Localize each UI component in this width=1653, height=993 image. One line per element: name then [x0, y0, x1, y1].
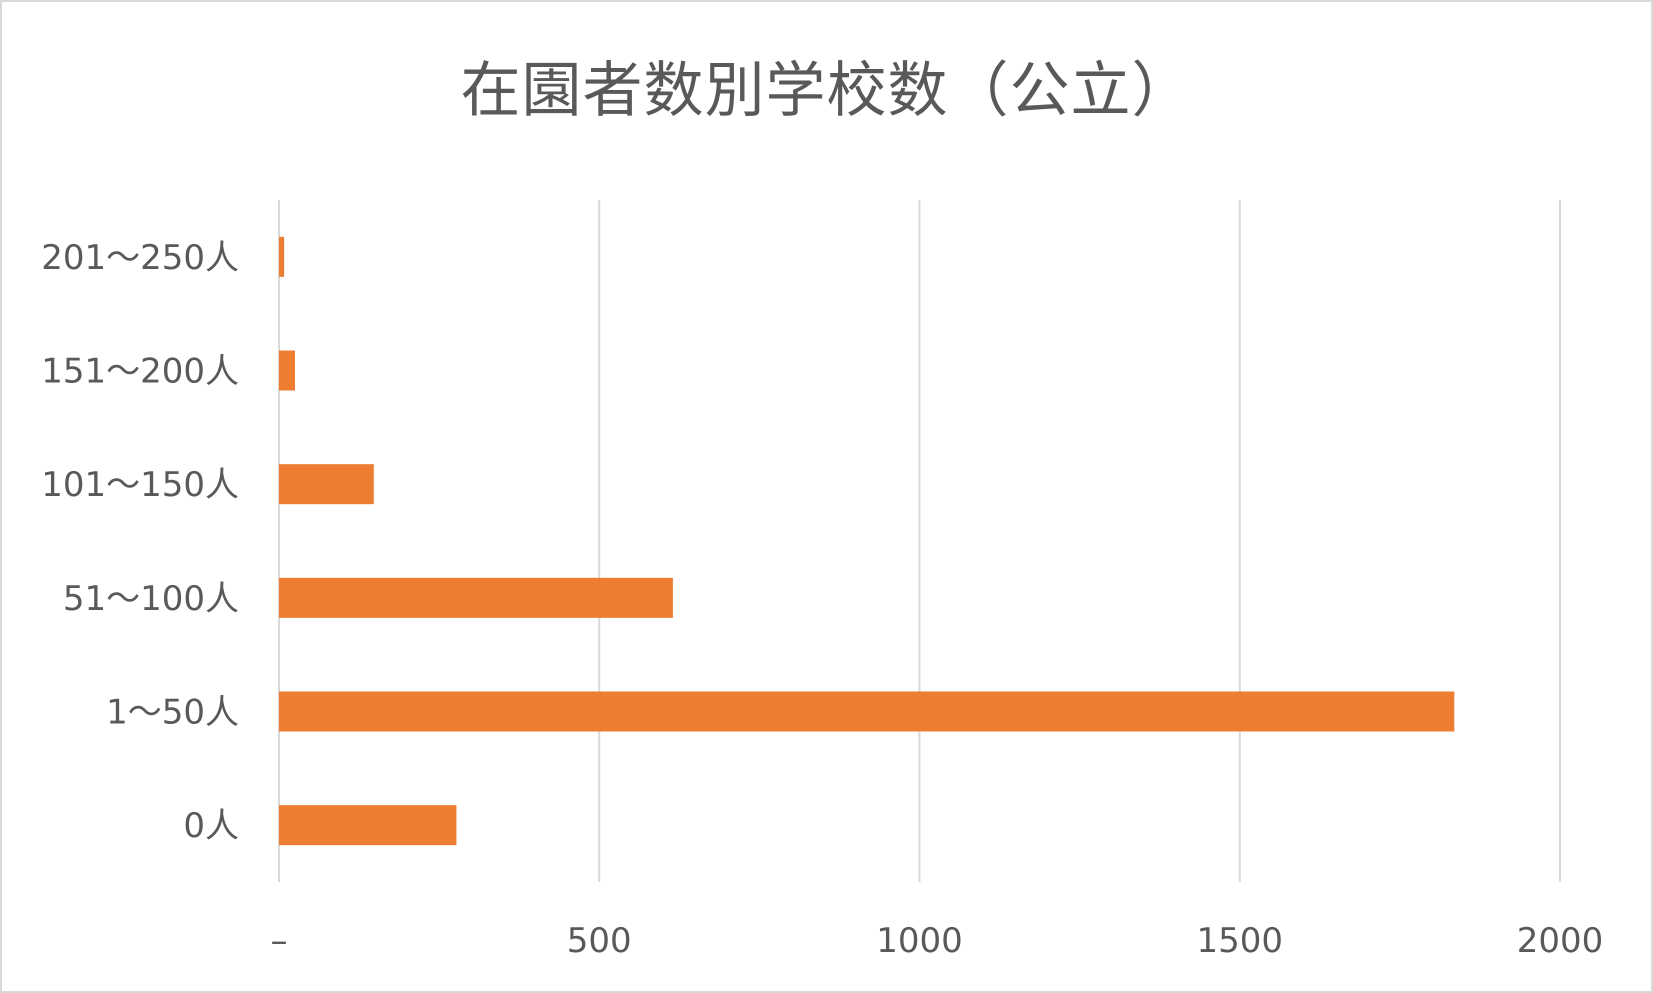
bar — [279, 691, 1455, 732]
x-tick-labels: – 500 1000 1500 2000 — [271, 921, 1604, 961]
x-tick-label: – — [271, 921, 288, 961]
category-label: 201～250人 — [41, 238, 239, 278]
category-label: 1～50人 — [106, 693, 239, 733]
category-labels: 201～250人 151～200人 101～150人 51～100人 1～50人 0人 — [41, 238, 239, 846]
x-tick-label: 2000 — [1517, 921, 1604, 961]
gridlines — [278, 200, 1561, 882]
bars — [279, 236, 1455, 846]
bar — [279, 464, 374, 505]
bar — [279, 577, 673, 618]
bar — [279, 236, 285, 277]
x-tick-label: 1500 — [1196, 921, 1283, 961]
category-label: 51～100人 — [63, 579, 239, 619]
bar — [279, 805, 457, 846]
x-tick-label: 500 — [567, 921, 632, 961]
chart-title: 在園者数別学校数（公立） — [460, 56, 1193, 126]
category-label: 101～150人 — [41, 465, 239, 505]
category-label: 151～200人 — [41, 352, 239, 392]
x-tick-label: 1000 — [876, 921, 963, 961]
category-label: 0人 — [183, 806, 239, 846]
bar — [279, 350, 296, 391]
